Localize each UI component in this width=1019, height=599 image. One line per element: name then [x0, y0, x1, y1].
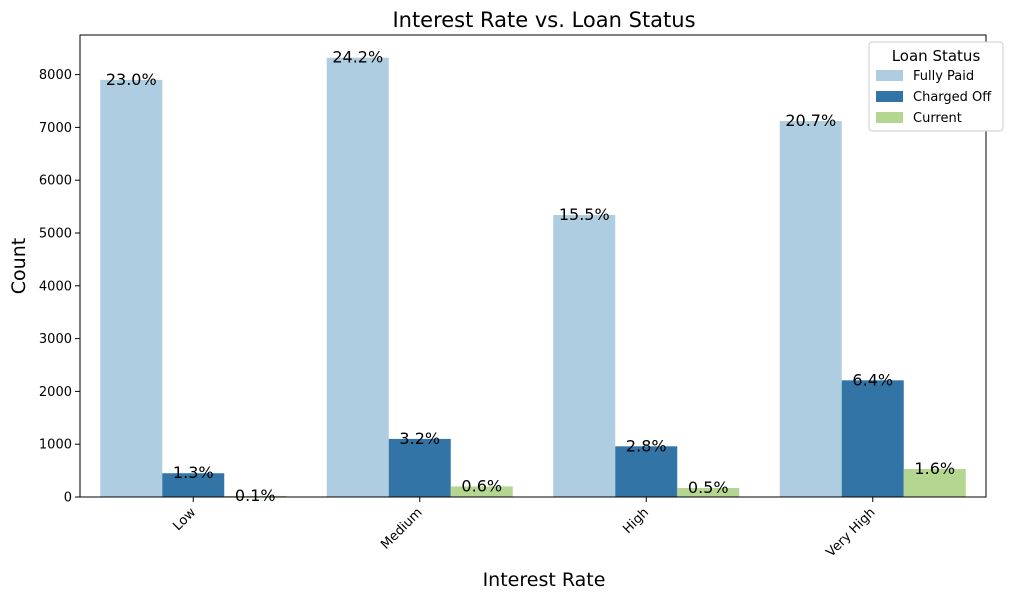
bar-charged-off-high: [615, 446, 678, 497]
bar-label: 6.4%: [852, 370, 893, 389]
legend-label: Current: [913, 111, 962, 126]
bar-current-low: [224, 495, 287, 497]
y-tick-label: 2000: [39, 385, 72, 400]
x-tick-label: Low: [170, 505, 199, 534]
x-tick-label: Very High: [823, 505, 878, 560]
x-tick-label: Medium: [378, 505, 425, 552]
bar-label: 20.7%: [785, 111, 836, 130]
y-tick-label: 8000: [39, 68, 72, 83]
bar-fully-paid-low: [100, 79, 163, 497]
bar-label: 15.5%: [559, 205, 610, 224]
y-tick-label: 1000: [39, 438, 72, 453]
y-tick-label: 4000: [39, 279, 72, 294]
legend-title: Loan Status: [892, 47, 981, 65]
x-tick-label: High: [620, 505, 652, 537]
bar-current-high: [677, 488, 740, 497]
bar-fully-paid-very-high: [779, 121, 842, 498]
bar-label: 3.2%: [399, 429, 440, 448]
bar-label: 0.1%: [235, 486, 276, 505]
bar-fully-paid-high: [553, 215, 616, 497]
bar-label: 0.5%: [688, 478, 729, 497]
x-axis-title: Interest Rate: [483, 569, 606, 591]
y-axis-title: Count: [8, 238, 30, 294]
y-tick-label: 0: [64, 491, 72, 506]
y-tick-label: 7000: [39, 121, 72, 136]
chart-title: Interest Rate vs. Loan Status: [392, 8, 695, 32]
y-tick-label: 5000: [39, 227, 72, 242]
bar-charged-off-very-high: [841, 380, 904, 497]
legend: Loan Status Fully Paid Charged Off Current: [868, 41, 1004, 132]
bar-label: 0.6%: [461, 476, 502, 495]
legend-label: Charged Off: [913, 90, 992, 105]
plot-frame: [79, 34, 987, 498]
bar-charged-off-low: [162, 473, 225, 497]
bar-charged-off-medium: [388, 438, 451, 497]
y-tick-label: 6000: [39, 174, 72, 189]
legend-swatch-charged-off: [876, 91, 903, 102]
y-tick-label: 3000: [39, 332, 72, 347]
bar-label: 1.6%: [914, 459, 955, 478]
bar-label: 1.3%: [173, 463, 214, 482]
bar-current-very-high: [903, 469, 966, 497]
legend-swatch-current: [876, 112, 903, 123]
legend-swatch-fully-paid: [876, 70, 903, 81]
legend-label: Fully Paid: [913, 69, 974, 84]
bar-label: 24.2%: [332, 48, 383, 67]
legend-box: [868, 41, 1004, 132]
bar-label: 23.0%: [106, 70, 157, 89]
bar-fully-paid-medium: [326, 57, 389, 497]
bar-current-medium: [450, 486, 513, 497]
bar-label: 2.8%: [626, 436, 667, 455]
